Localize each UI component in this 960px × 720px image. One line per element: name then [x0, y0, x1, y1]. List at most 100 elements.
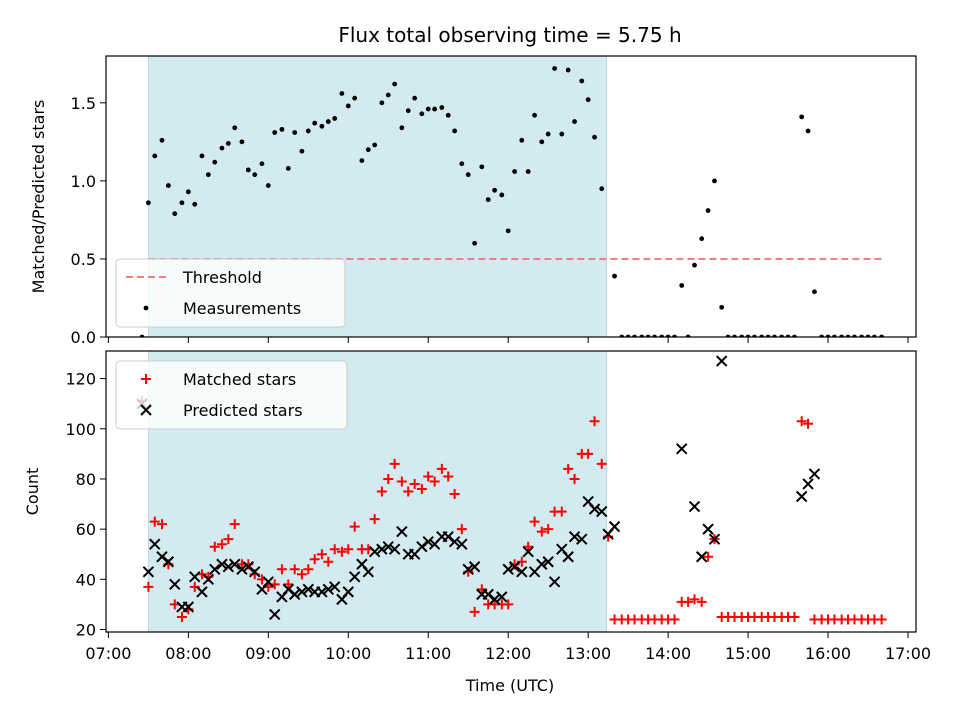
matched-stars-point [143, 581, 154, 592]
predicted-stars-point [209, 563, 221, 575]
legend-predicted-stars-label: Predicted stars [183, 401, 303, 420]
x-tick-label: 17:00 [885, 644, 931, 663]
measurements-point [459, 161, 465, 167]
predicted-stars-point [676, 443, 688, 455]
predicted-stars-point [249, 566, 261, 578]
measurements-point [505, 228, 511, 234]
predicted-stars-point [496, 591, 508, 603]
matched-stars-point [156, 519, 167, 530]
ratio-y-axis-label: Matched/Predicted stars [29, 100, 48, 294]
predicted-stars-point [162, 556, 175, 568]
chart-title: Flux total observing time = 5.75 h [338, 23, 681, 47]
measurements-point [799, 114, 805, 120]
predicted-stars-point [388, 543, 401, 555]
measurements-point [159, 137, 165, 143]
measurements-point [239, 139, 245, 145]
predicted-stars-point [588, 503, 601, 515]
legend-measurements-swatch [143, 305, 149, 311]
matched-stars-point [569, 473, 580, 484]
measurements-series [139, 66, 885, 337]
count-frame [105, 350, 917, 633]
measurements-point [432, 106, 438, 112]
measurements-point [492, 187, 498, 193]
predicted-stars-point [536, 558, 548, 570]
matched-stars-point [149, 516, 160, 527]
predicted-stars-point [576, 533, 588, 545]
measurements-point [352, 95, 358, 101]
measurements-point [339, 91, 345, 96]
matched-stars-point [223, 534, 234, 545]
count-panel: 20 40 60 80 100 120 07:00 08:00 09:00 10:00 11:00 1… [23, 350, 931, 663]
measurements-point [419, 111, 425, 117]
predicted-stars-point [456, 538, 468, 550]
predicted-stars-point [568, 530, 581, 543]
predicted-stars-point [695, 551, 708, 563]
predicted-stars-point [502, 563, 514, 575]
measurements-point [439, 105, 445, 110]
count-plot-area [136, 355, 887, 625]
predicted-stars-point [715, 355, 728, 367]
matched-stars-point [343, 544, 354, 555]
matched-stars-point [416, 483, 427, 494]
x-tick-label: 13:00 [565, 644, 611, 663]
predicted-stars-point [688, 500, 701, 513]
matched-stars-point [456, 524, 467, 535]
measurements-point [212, 159, 218, 165]
predicted-stars-point [202, 573, 215, 586]
measurements-point [545, 131, 551, 137]
predicted-stars-point [708, 533, 721, 545]
measurements-point [425, 106, 431, 112]
measurements-point [272, 130, 278, 135]
measurements-point [372, 142, 378, 148]
measurements-point [145, 200, 151, 206]
matched-stars-point [276, 564, 287, 575]
y-tick-label: 60 [76, 520, 96, 539]
matched-stars-point [336, 546, 347, 557]
measurements-point [579, 78, 585, 84]
measurements-point [345, 103, 351, 109]
measurements-point [205, 172, 211, 178]
matched-stars-point [523, 541, 534, 552]
predicted-stars-point [216, 558, 228, 570]
matched-stars-point [316, 549, 327, 560]
y-tick-label: 0.0 [71, 328, 96, 347]
predicted-stars-point [322, 583, 334, 596]
matched-stars-point [876, 614, 887, 625]
measurements-point [279, 126, 285, 132]
y-tick-label: 100 [65, 420, 96, 439]
matched-stars-point [349, 521, 360, 532]
measurements-point [519, 137, 525, 143]
predicted-stars-point [548, 576, 561, 588]
measurements-point [699, 236, 705, 242]
measurements-point [265, 183, 271, 188]
matched-stars-point [596, 458, 607, 469]
predicted-stars-point [142, 566, 155, 578]
measurements-point [379, 100, 385, 106]
matched-stars-point [803, 418, 814, 429]
measurements-point [365, 147, 371, 153]
predicted-stars-point [229, 558, 241, 570]
matched-stars-point [229, 519, 240, 530]
matched-stars-point [556, 506, 567, 517]
matched-stars-point [396, 476, 407, 487]
measurements-point [552, 66, 557, 71]
matched-stars-point [669, 614, 680, 625]
matched-stars-point [289, 564, 300, 575]
measurements-point [592, 134, 597, 140]
matched-stars-point [383, 473, 394, 484]
measurements-point [572, 119, 577, 124]
predicted-stars-point [522, 546, 534, 558]
matched-stars-point [476, 584, 487, 595]
measurements-point [232, 125, 238, 131]
predicted-stars-point [189, 571, 201, 583]
matched-stars-point [683, 596, 694, 607]
matched-stars-point [209, 541, 220, 552]
predicted-stars-point [488, 593, 501, 606]
count-legend: Matched stars Predicted stars [115, 360, 348, 430]
predicted-stars-point [368, 546, 381, 558]
predicted-stars-point [269, 608, 281, 621]
legend-matched-stars-label: Matched stars [183, 370, 296, 389]
measurements-point [512, 169, 517, 174]
measurements-point [219, 145, 225, 151]
measurements-point [252, 172, 258, 178]
